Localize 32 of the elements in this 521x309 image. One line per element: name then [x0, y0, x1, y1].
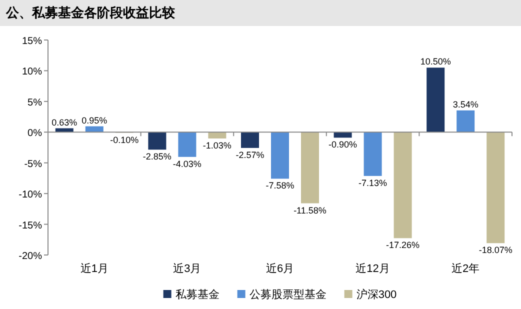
y-tick-label: 10%	[22, 66, 42, 78]
data-label: -11.58%	[294, 205, 326, 216]
data-label: -1.03%	[202, 140, 232, 150]
legend-label: 私募基金	[175, 288, 220, 301]
data-label: -2.57%	[236, 150, 264, 160]
data-label: -7.13%	[358, 178, 388, 188]
data-label: -0.90%	[328, 140, 358, 150]
data-label: 0.95%	[82, 115, 108, 126]
y-tick-label: -20%	[18, 251, 42, 262]
x-tick-label: 近1月	[80, 262, 108, 275]
data-label: -2.85%	[142, 152, 172, 162]
data-label: -7.58%	[266, 180, 294, 191]
y-tick-label: 0%	[28, 128, 42, 140]
data-label: -17.26%	[386, 240, 420, 250]
x-tick-label: 近12月	[356, 262, 390, 275]
y-tick-label: 5%	[28, 97, 42, 108]
data-label: -18.07%	[478, 245, 512, 256]
x-tick-label: 近6月	[266, 262, 294, 275]
data-label: -0.10%	[110, 134, 139, 145]
data-label: -4.03%	[172, 158, 202, 169]
y-tick-label: -5%	[24, 158, 42, 170]
y-tick-label: 15%	[22, 36, 42, 47]
data-label: 3.54%	[452, 99, 478, 110]
x-tick-label: 近3月	[173, 262, 202, 275]
chart-title: 公、私募基金各阶段收益比较	[5, 5, 176, 20]
data-label: 10.50%	[420, 56, 451, 67]
legend-label: 沪深300	[356, 288, 397, 301]
legend-label: 公募股票型基金	[249, 288, 326, 301]
y-tick-label: -10%	[18, 190, 42, 201]
x-tick-label: 近2年	[452, 262, 480, 275]
y-tick-label: -15%	[18, 220, 42, 232]
data-label: 0.63%	[52, 117, 78, 128]
